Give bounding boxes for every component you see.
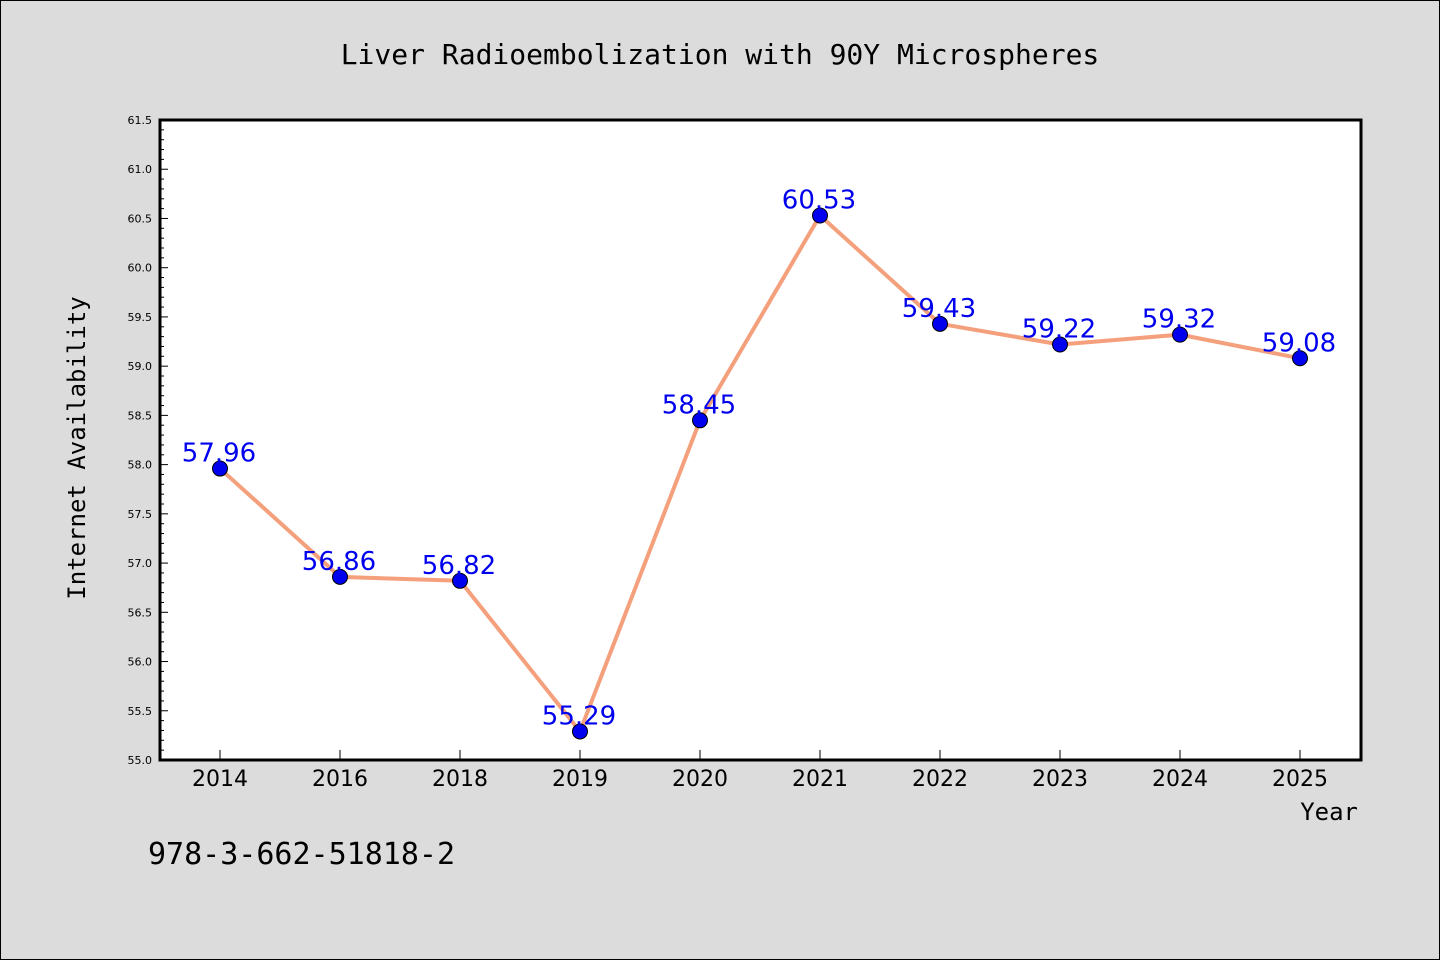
- data-label: 56.86: [302, 547, 376, 577]
- y-tick-label: 56.0: [128, 656, 153, 669]
- y-tick-label: 61.5: [128, 114, 153, 127]
- y-tick-label: 60.5: [128, 212, 153, 225]
- y-tick-label: 60.0: [128, 262, 153, 275]
- x-tick-label: 2021: [792, 767, 848, 792]
- footer-code: 978-3-662-51818-2: [148, 837, 455, 872]
- x-tick-label: 2024: [1152, 767, 1208, 792]
- y-tick-label: 55.5: [128, 705, 153, 718]
- x-axis-label: Year: [1300, 798, 1358, 826]
- data-point: [1172, 326, 1188, 343]
- x-tick-label: 2014: [192, 767, 248, 792]
- data-label: 55.29: [542, 701, 616, 731]
- data-point: [1292, 350, 1308, 367]
- data-label: 59.22: [1022, 314, 1096, 344]
- y-tick-label: 59.0: [128, 360, 153, 373]
- data-point: [932, 315, 948, 332]
- x-tick-label: 2018: [432, 767, 488, 792]
- data-point: [452, 572, 468, 589]
- data-label: 59.08: [1262, 328, 1336, 358]
- series-markers: [212, 207, 1308, 740]
- x-tick-label: 2023: [1032, 767, 1088, 792]
- x-tick-label: 2016: [312, 767, 368, 792]
- data-label: 57.96: [182, 439, 256, 469]
- data-point: [1052, 336, 1068, 353]
- data-point: [332, 568, 348, 585]
- x-axis: 2014 2016 2018 2019 2020 2021 2022 2023 2024 2025: [192, 750, 1328, 792]
- y-tick-label: 59.5: [128, 311, 153, 324]
- data-label: 58.45: [662, 390, 736, 420]
- y-tick-label: 61.0: [128, 163, 153, 176]
- data-point: [572, 723, 588, 740]
- data-label: 56.82: [422, 551, 496, 581]
- y-axis: 55.0 55.5 56.0 56.5 57.0 57.5 58.0 58.5 59.0 59.5…: [128, 114, 168, 767]
- data-point: [812, 207, 828, 224]
- data-labels: 57.96 56.86 56.82 55.29 58.45 60.53 59.43 59.22…: [182, 186, 1336, 732]
- data-label: 60.53: [782, 186, 856, 216]
- x-tick-label: 2025: [1272, 767, 1328, 792]
- x-tick-label: 2019: [552, 767, 608, 792]
- y-tick-label: 58.5: [128, 409, 153, 422]
- x-tick-label: 2020: [672, 767, 728, 792]
- plot-area: [158, 118, 1363, 762]
- y-tick-label: 57.5: [128, 508, 153, 521]
- y-tick-label: 58.0: [128, 459, 153, 472]
- data-label: 59.43: [902, 294, 976, 324]
- y-tick-label: 56.5: [128, 606, 153, 619]
- series-line: [218, 213, 1301, 734]
- data-point: [212, 460, 228, 477]
- chart-title: Liver Radioembolization with 90Y Microsp…: [341, 38, 1100, 71]
- data-point: [692, 412, 708, 429]
- y-tick-label: 55.0: [128, 754, 153, 767]
- x-tick-label: 2022: [912, 767, 968, 792]
- y-tick-label: 57.0: [128, 557, 153, 570]
- data-label: 59.32: [1142, 305, 1216, 335]
- y-axis-label: Internet Availability: [63, 296, 91, 599]
